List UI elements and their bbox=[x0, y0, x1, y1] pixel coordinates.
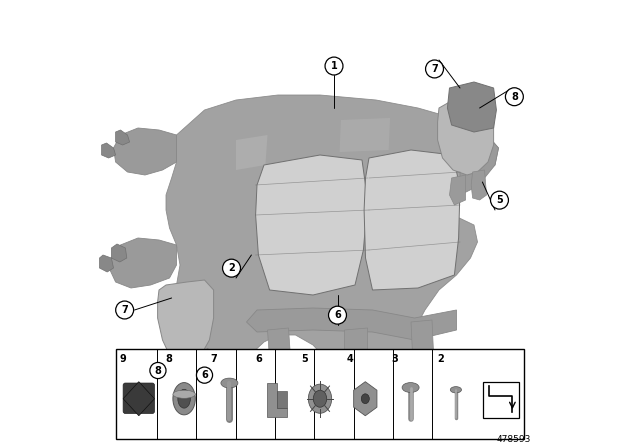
Text: 3: 3 bbox=[392, 354, 398, 364]
Text: 2: 2 bbox=[437, 354, 444, 364]
Ellipse shape bbox=[221, 378, 238, 388]
Polygon shape bbox=[186, 362, 194, 388]
Text: 6: 6 bbox=[201, 370, 208, 380]
Text: 7: 7 bbox=[431, 64, 438, 74]
Polygon shape bbox=[460, 132, 499, 195]
Polygon shape bbox=[200, 348, 209, 380]
Text: 7: 7 bbox=[211, 354, 217, 364]
Text: 1: 1 bbox=[331, 61, 337, 71]
Ellipse shape bbox=[451, 387, 461, 393]
Ellipse shape bbox=[173, 390, 195, 398]
FancyBboxPatch shape bbox=[123, 383, 154, 414]
Circle shape bbox=[223, 259, 241, 277]
Text: 8: 8 bbox=[154, 366, 161, 375]
Polygon shape bbox=[255, 155, 367, 295]
Circle shape bbox=[150, 362, 166, 379]
Polygon shape bbox=[168, 362, 174, 390]
FancyBboxPatch shape bbox=[116, 349, 524, 439]
Polygon shape bbox=[268, 328, 291, 360]
Text: 9: 9 bbox=[120, 354, 127, 364]
Polygon shape bbox=[111, 244, 127, 262]
Circle shape bbox=[325, 57, 343, 75]
Polygon shape bbox=[344, 328, 367, 360]
Circle shape bbox=[426, 60, 444, 78]
Circle shape bbox=[506, 88, 524, 106]
Text: 5: 5 bbox=[301, 354, 308, 364]
Circle shape bbox=[328, 306, 346, 324]
Ellipse shape bbox=[402, 383, 419, 392]
Polygon shape bbox=[116, 130, 130, 145]
Polygon shape bbox=[102, 143, 116, 158]
Text: 7: 7 bbox=[121, 305, 128, 315]
Text: 6: 6 bbox=[334, 310, 341, 320]
Polygon shape bbox=[113, 128, 177, 175]
Circle shape bbox=[490, 191, 508, 209]
Ellipse shape bbox=[314, 390, 327, 407]
Polygon shape bbox=[99, 255, 113, 272]
Circle shape bbox=[116, 301, 134, 319]
Circle shape bbox=[196, 367, 212, 383]
Polygon shape bbox=[236, 135, 268, 170]
FancyBboxPatch shape bbox=[483, 382, 519, 418]
Polygon shape bbox=[411, 320, 433, 352]
Polygon shape bbox=[364, 150, 460, 290]
Polygon shape bbox=[277, 391, 287, 408]
Polygon shape bbox=[267, 383, 287, 417]
Ellipse shape bbox=[178, 389, 190, 408]
Polygon shape bbox=[354, 382, 377, 416]
Text: 5: 5 bbox=[496, 195, 503, 205]
Text: 2: 2 bbox=[228, 263, 235, 273]
Ellipse shape bbox=[173, 383, 195, 415]
Text: 4: 4 bbox=[346, 354, 353, 364]
Text: 8: 8 bbox=[165, 354, 172, 364]
Polygon shape bbox=[123, 382, 154, 416]
Polygon shape bbox=[471, 170, 486, 200]
Polygon shape bbox=[166, 95, 499, 392]
Text: 478593: 478593 bbox=[496, 435, 531, 444]
Polygon shape bbox=[246, 308, 456, 340]
Polygon shape bbox=[340, 118, 390, 152]
Polygon shape bbox=[110, 238, 177, 288]
Polygon shape bbox=[447, 82, 497, 132]
Ellipse shape bbox=[308, 384, 332, 413]
Polygon shape bbox=[438, 98, 493, 175]
Text: 6: 6 bbox=[255, 354, 262, 364]
Polygon shape bbox=[157, 280, 214, 362]
Ellipse shape bbox=[361, 394, 369, 404]
Text: 8: 8 bbox=[511, 92, 518, 102]
Polygon shape bbox=[449, 175, 466, 205]
